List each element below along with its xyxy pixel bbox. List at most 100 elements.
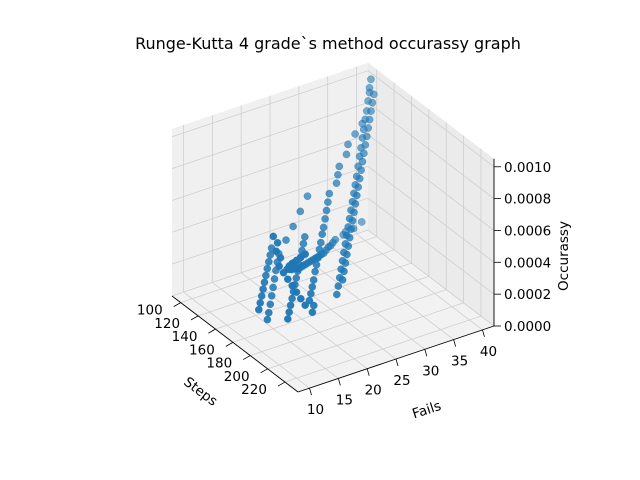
data-point: [344, 242, 353, 250]
data-point: [369, 90, 378, 99]
data-point: [322, 206, 331, 215]
z-axis-label: Occurassy: [556, 221, 572, 291]
data-point: [315, 245, 324, 254]
occurassy-tick-label: 0.0010: [504, 160, 551, 176]
data-point: [260, 278, 269, 287]
grid-line-occurassy: [171, 165, 495, 263]
steps-tick: [277, 381, 286, 387]
data-point: [334, 282, 343, 290]
data-point: [286, 301, 295, 310]
data-point: [289, 222, 297, 231]
chart-title: Runge-Kutta 4 grade`s method occurassy g…: [135, 34, 521, 53]
fails-tick: [309, 388, 312, 396]
data-point: [354, 183, 363, 191]
steps-tick: [173, 302, 181, 307]
steps-tick: [260, 368, 268, 374]
fails-tick: [395, 358, 399, 367]
data-point: [361, 141, 370, 149]
steps-tick-label: 100: [137, 303, 163, 319]
data-point: [316, 238, 325, 247]
data-point: [308, 308, 317, 317]
occurassy-tick-label: 0.0000: [504, 319, 551, 335]
fails-tick-label: 40: [480, 344, 497, 360]
data-point: [362, 132, 371, 141]
data-point: [347, 225, 355, 234]
grid-line-occurassy: [171, 229, 495, 327]
data-point: [358, 157, 367, 166]
data-point: [345, 233, 354, 242]
x-axis-label: Steps: [181, 374, 221, 410]
data-point: [352, 191, 361, 200]
data-point: [350, 208, 358, 217]
data-point: [319, 223, 328, 232]
data-point: [357, 166, 365, 175]
back-pane: [368, 62, 494, 327]
data-point: [312, 260, 321, 269]
data-point: [267, 291, 276, 300]
fails-tick-label: 15: [336, 392, 353, 408]
data-point: [351, 200, 360, 208]
occurassy-tick-label: 0.0006: [504, 223, 551, 239]
data-point: [264, 308, 273, 317]
steps-tick-label: 220: [241, 382, 267, 398]
steps-tick: [243, 355, 251, 360]
data-point: [365, 83, 374, 92]
data-point: [309, 301, 318, 310]
fails-tick-label: 10: [307, 402, 324, 418]
data-point: [368, 98, 377, 107]
data-point: [303, 192, 312, 201]
data-point: [321, 215, 329, 223]
data-point: [262, 271, 270, 280]
data-point: [357, 218, 366, 226]
data-point: [272, 247, 281, 256]
data-point: [367, 107, 375, 115]
data-point: [355, 174, 364, 183]
data-point: [367, 75, 375, 84]
data-point: [299, 239, 308, 248]
fails-tick: [424, 349, 428, 357]
data-point: [273, 238, 282, 247]
data-point: [308, 283, 317, 291]
grid-line-occurassy: [171, 197, 495, 295]
data-point: [263, 315, 272, 324]
data-point: [270, 275, 279, 283]
data-point: [292, 274, 301, 282]
data-point: [324, 198, 332, 206]
fails-tick-label: 30: [422, 363, 439, 379]
steps-tick-label: 140: [172, 329, 198, 345]
data-point: [365, 115, 374, 124]
data-point: [301, 250, 310, 259]
data-point: [301, 301, 310, 310]
data-point: [263, 264, 272, 273]
axis-lines: [171, 158, 501, 396]
data-point: [338, 276, 347, 284]
data-point: [276, 253, 285, 262]
fails-tick-label: 35: [451, 354, 468, 370]
steps-tick-label: 200: [224, 369, 250, 385]
data-point: [275, 262, 283, 271]
data-point: [311, 267, 319, 276]
data-point: [264, 257, 273, 266]
fails-tick-label: 20: [365, 383, 382, 399]
data-point: [314, 254, 322, 262]
fails-tick: [482, 329, 485, 337]
data-point: [334, 170, 342, 179]
data-point: [256, 299, 265, 307]
steps-tick: [225, 341, 234, 347]
data-point: [283, 275, 292, 284]
data-points: [254, 75, 378, 324]
steps-tick: [190, 315, 199, 321]
data-point: [300, 233, 309, 241]
data-point: [332, 290, 341, 299]
data-point: [307, 289, 315, 298]
data-point: [332, 179, 341, 188]
data-point: [259, 285, 267, 294]
data-point: [348, 216, 357, 225]
data-point: [269, 232, 278, 241]
y-axis-label: Fails: [410, 398, 443, 422]
data-point: [360, 149, 368, 158]
data-point: [309, 276, 318, 284]
data-point: [342, 150, 351, 159]
